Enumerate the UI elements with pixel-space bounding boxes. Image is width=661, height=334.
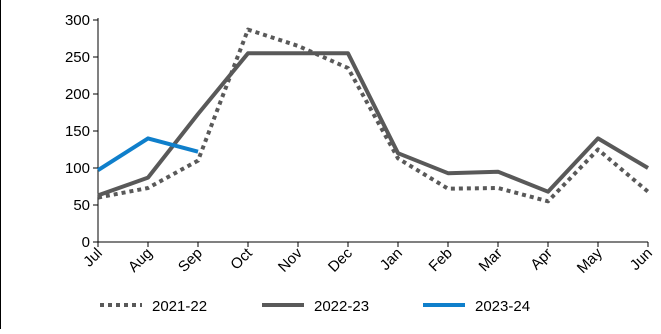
x-tick-label: Dec — [325, 244, 356, 275]
legend-item: 2021-22 — [100, 298, 207, 315]
y-tick-label: 0 — [82, 234, 90, 251]
legend-item: 2022-23 — [262, 298, 369, 315]
x-tick-label: May — [574, 244, 606, 276]
x-tick-label: Nov — [275, 244, 306, 275]
y-tick-label: 300 — [65, 12, 90, 29]
x-tick-label: Sep — [175, 245, 206, 276]
y-tick-label: 50 — [73, 197, 90, 214]
series-line — [98, 138, 198, 170]
y-tick-label: 200 — [65, 86, 90, 103]
series-2022-23 — [98, 53, 648, 195]
frame-border — [0, 0, 1, 329]
x-tick-label: Oct — [227, 244, 256, 273]
x-tick-label: Aug — [125, 245, 156, 276]
series-lines — [98, 30, 648, 202]
legend-label: 2023-24 — [475, 298, 530, 315]
x-tick-label: Jun — [627, 245, 656, 274]
legend-label: 2021-22 — [152, 298, 207, 315]
y-tick-label: 100 — [65, 160, 90, 177]
x-tick-label: Jan — [377, 245, 406, 274]
y-tick-label: 250 — [65, 49, 90, 66]
x-tick-label: Apr — [527, 245, 556, 274]
x-tick-label: Mar — [476, 245, 506, 275]
series-2023-24 — [98, 138, 198, 170]
legend-item: 2023-24 — [423, 298, 530, 315]
x-tick-label: Feb — [426, 245, 456, 275]
legend-label: 2022-23 — [314, 298, 369, 315]
y-tick-label: 150 — [65, 123, 90, 140]
series-line — [98, 53, 648, 195]
legend: 2021-22 2022-23 2023-24 — [100, 298, 530, 315]
